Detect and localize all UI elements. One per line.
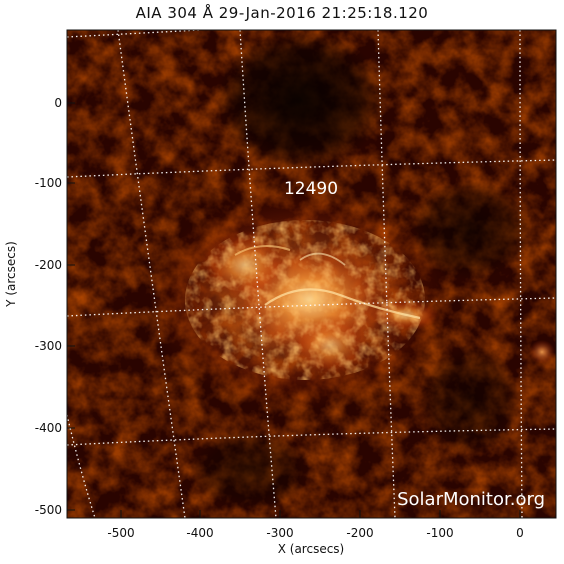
- x-tick-label: -400: [186, 526, 213, 540]
- x-tick-label: -200: [346, 526, 373, 540]
- y-tick-label: 0: [54, 96, 62, 110]
- coordinate-grid: [67, 30, 556, 518]
- x-axis-ticks: [120, 510, 521, 518]
- y-tick-label: -300: [35, 339, 62, 353]
- plot-frame: [66, 29, 557, 519]
- y-axis-ticks: [67, 102, 75, 511]
- active-region-label: 12490: [284, 179, 338, 199]
- solar-image: [67, 30, 556, 518]
- image-title: AIA 304 Å 29-Jan-2016 21:25:18.120: [135, 4, 429, 22]
- x-tick-label: -100: [426, 526, 453, 540]
- y-tick-label: -200: [35, 258, 62, 272]
- x-tick-label: 0: [516, 526, 524, 540]
- x-axis-title: X (arcsecs): [278, 542, 345, 556]
- y-tick-label: -400: [35, 421, 62, 435]
- y-axis-title: Y (arcsecs): [4, 241, 18, 308]
- x-tick-label: -500: [107, 526, 134, 540]
- watermark: SolarMonitor.org: [397, 489, 545, 510]
- x-tick-label: -300: [266, 526, 293, 540]
- y-tick-label: -100: [35, 176, 62, 190]
- y-tick-label: -500: [35, 503, 62, 517]
